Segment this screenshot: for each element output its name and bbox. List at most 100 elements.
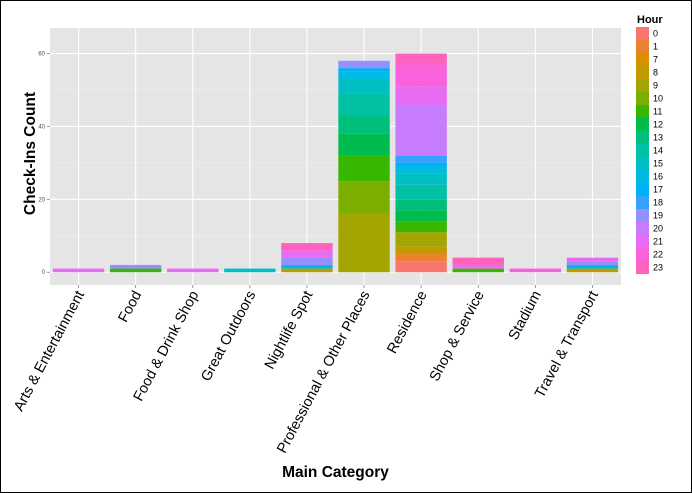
bar-segment-hour-21 bbox=[452, 264, 504, 269]
legend-key-hour-20 bbox=[636, 222, 649, 235]
bar-segment-hour-14 bbox=[338, 93, 390, 116]
bar-segment-hour-20 bbox=[395, 104, 447, 156]
x-tick-label: Residence bbox=[384, 288, 430, 356]
y-tick-label: 20 bbox=[38, 197, 45, 203]
y-tick-label: 0 bbox=[42, 270, 46, 276]
legend-key-hour-14 bbox=[636, 144, 649, 157]
bar-segment-hour-14 bbox=[395, 184, 447, 200]
bar-segment-hour-23 bbox=[452, 257, 504, 265]
bar-segment-hour-0 bbox=[395, 261, 447, 273]
bar-segment-hour-12 bbox=[338, 133, 390, 156]
plot-panel bbox=[50, 28, 621, 285]
x-tick-label: Travel & Transport bbox=[532, 288, 602, 400]
bar-segment-hour-21 bbox=[566, 257, 619, 262]
legend-key-hour-15 bbox=[636, 157, 649, 170]
bar-segment-hour-11 bbox=[109, 268, 162, 273]
legend-key-hour-10 bbox=[636, 92, 649, 105]
bar-segment-hour-18 bbox=[395, 155, 447, 163]
legend-label: 7 bbox=[653, 55, 658, 65]
bar-segment-hour-8 bbox=[566, 268, 619, 273]
legend-key-hour-19 bbox=[636, 209, 649, 222]
x-tick-label: Nightlife Spot bbox=[262, 288, 317, 372]
bar-segment-hour-23 bbox=[281, 243, 333, 251]
bar-segment-hour-16 bbox=[566, 264, 619, 269]
bar-segment-hour-11 bbox=[452, 268, 504, 273]
bar-segment-hour-8 bbox=[395, 246, 447, 255]
bar-segment-hour-12 bbox=[395, 210, 447, 222]
legend-key-hour-0 bbox=[636, 27, 649, 40]
bar-segment-hour-16 bbox=[338, 71, 390, 80]
legend-key-hour-1 bbox=[636, 40, 649, 53]
bar-segment-hour-9 bbox=[395, 232, 447, 247]
x-tick-label: Stadium bbox=[506, 288, 545, 342]
bar-segment-hour-13 bbox=[395, 199, 447, 211]
bar-segment-hour-11 bbox=[338, 155, 390, 182]
bar-segment-hour-19 bbox=[338, 60, 390, 69]
bar-segment-hour-19 bbox=[109, 264, 162, 269]
bar-segment-hour-9 bbox=[338, 213, 390, 273]
bar-segment-hour-22 bbox=[395, 64, 447, 87]
bar-segment-hour-17 bbox=[395, 162, 447, 167]
bar-segment-hour-21 bbox=[395, 86, 447, 105]
bar-segment-hour-15 bbox=[338, 79, 390, 94]
y-tick-label: 60 bbox=[38, 52, 45, 58]
bar-segment-hour-15 bbox=[395, 173, 447, 185]
bar-segment-hour-11 bbox=[395, 221, 447, 233]
legend-label: 13 bbox=[653, 133, 663, 143]
legend-label: 10 bbox=[653, 94, 663, 104]
legend-key-hour-13 bbox=[636, 131, 649, 144]
legend-label: 11 bbox=[653, 107, 662, 117]
legend-label: 12 bbox=[653, 120, 663, 130]
legend-label: 19 bbox=[653, 211, 663, 221]
legend-key-hour-12 bbox=[636, 118, 649, 131]
legend-label: 8 bbox=[653, 68, 658, 78]
legend-key-hour-21 bbox=[636, 235, 649, 248]
legend-label: 15 bbox=[653, 159, 663, 169]
bar-segment-hour-13 bbox=[338, 115, 390, 134]
bar-segment-hour-22 bbox=[509, 268, 562, 273]
bar-segment-hour-10 bbox=[338, 181, 390, 214]
legend-label: 16 bbox=[653, 172, 663, 182]
legend-label: 17 bbox=[653, 185, 663, 195]
bar-segment-hour-16 bbox=[281, 264, 333, 269]
legend-key-hour-22 bbox=[636, 248, 649, 261]
legend-label: 18 bbox=[653, 198, 663, 208]
x-tick-label: Food bbox=[116, 288, 146, 325]
legend-label: 22 bbox=[653, 250, 663, 260]
legend-label: 0 bbox=[653, 29, 658, 39]
bar-segment-hour-8 bbox=[281, 268, 333, 273]
legend-key-hour-18 bbox=[636, 196, 649, 209]
x-axis-title: Main Category bbox=[282, 464, 389, 481]
legend-key-hour-8 bbox=[636, 66, 649, 79]
legend-key-hour-16 bbox=[636, 170, 649, 183]
bar-segment-hour-15 bbox=[224, 268, 276, 273]
legend-label: 20 bbox=[653, 224, 663, 234]
legend-label: 9 bbox=[653, 81, 658, 91]
legend-key-hour-23 bbox=[636, 261, 649, 274]
y-axis-title: Check-Ins Count bbox=[22, 92, 39, 215]
y-tick-label: 40 bbox=[38, 124, 45, 130]
legend-key-hour-7 bbox=[636, 53, 649, 66]
bar-segment-hour-23 bbox=[395, 53, 447, 65]
x-tick-label: Shop & Service bbox=[427, 288, 488, 384]
bar-segment-hour-19 bbox=[566, 261, 619, 265]
legend-key-hour-9 bbox=[636, 79, 649, 92]
bar-segment-hour-17 bbox=[338, 68, 390, 72]
bar-segment-hour-21 bbox=[281, 250, 333, 258]
bar-segment-hour-21 bbox=[167, 268, 219, 273]
legend-key-hour-17 bbox=[636, 183, 649, 196]
x-tick-label: Food & Drink Shop bbox=[131, 288, 203, 404]
legend-label: 1 bbox=[653, 42, 658, 52]
legend-label: 23 bbox=[653, 263, 663, 273]
legend-label: 21 bbox=[653, 237, 663, 247]
bar-segment-hour-1 bbox=[395, 254, 447, 262]
legend-title: Hour bbox=[637, 14, 663, 26]
x-tick-label: Arts & Entertainment bbox=[11, 288, 88, 414]
bar-segment-hour-19 bbox=[281, 257, 333, 265]
bar-segment-hour-16 bbox=[395, 166, 447, 174]
legend-label: 14 bbox=[653, 146, 663, 156]
x-tick-label: Great Outdoors bbox=[198, 288, 259, 384]
bar-segment-hour-21 bbox=[52, 268, 105, 273]
